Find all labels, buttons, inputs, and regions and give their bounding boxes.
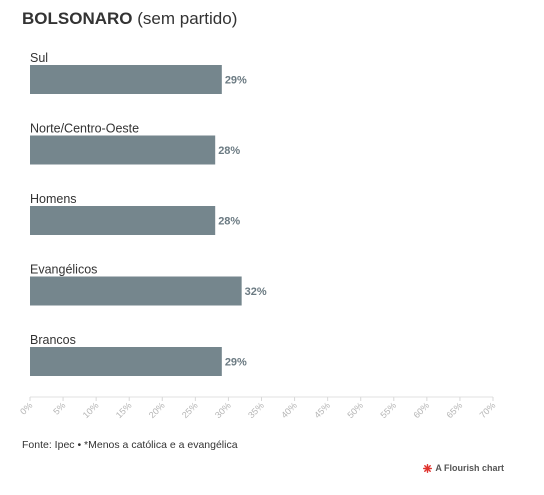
bar[interactable]: [30, 65, 222, 94]
x-tick-label: 20%: [147, 400, 167, 420]
x-tick-label: 35%: [246, 400, 266, 420]
x-tick-label: 5%: [51, 400, 67, 416]
value-label: 29%: [225, 357, 247, 369]
title-bold: BOLSONARO: [22, 9, 133, 28]
flourish-logo-icon: [423, 463, 433, 473]
category-label: Homens: [30, 192, 77, 206]
x-tick-label: 30%: [213, 400, 233, 420]
x-tick-label: 0%: [18, 400, 34, 416]
title-rest: (sem partido): [137, 9, 238, 28]
source-note: Fonte: Ipec • *Menos a católica e a evan…: [22, 439, 238, 451]
value-label: 29%: [225, 75, 247, 87]
x-tick-label: 50%: [345, 400, 365, 420]
x-tick-label: 70%: [478, 400, 498, 420]
bar[interactable]: [30, 276, 242, 306]
x-tick-label: 65%: [445, 400, 465, 420]
value-label: 32%: [245, 286, 267, 298]
bar[interactable]: [30, 347, 222, 376]
category-label: Norte/Centro-Oeste: [30, 122, 139, 136]
x-tick-label: 15%: [114, 400, 134, 420]
chart-title: BOLSONARO (sem partido): [22, 9, 237, 29]
value-label: 28%: [218, 216, 240, 228]
bar[interactable]: [30, 135, 216, 165]
x-tick-label: 60%: [411, 400, 431, 420]
category-label: Evangélicos: [30, 263, 97, 277]
flourish-credit[interactable]: A Flourish chart: [423, 463, 504, 473]
x-tick-label: 55%: [378, 400, 398, 420]
bar[interactable]: [30, 206, 216, 235]
credit-label: A Flourish chart: [435, 463, 504, 473]
bar-chart: Sul 29% Norte/Centro-Oeste 28% Homens 28% Evan…: [18, 51, 498, 420]
category-label: Brancos: [30, 333, 76, 347]
x-tick-label: 10%: [81, 400, 101, 420]
value-label: 28%: [218, 145, 240, 157]
category-label: Sul: [30, 51, 48, 65]
x-tick-label: 40%: [279, 400, 299, 420]
x-tick-label: 45%: [312, 400, 332, 420]
x-tick-label: 25%: [180, 400, 200, 420]
